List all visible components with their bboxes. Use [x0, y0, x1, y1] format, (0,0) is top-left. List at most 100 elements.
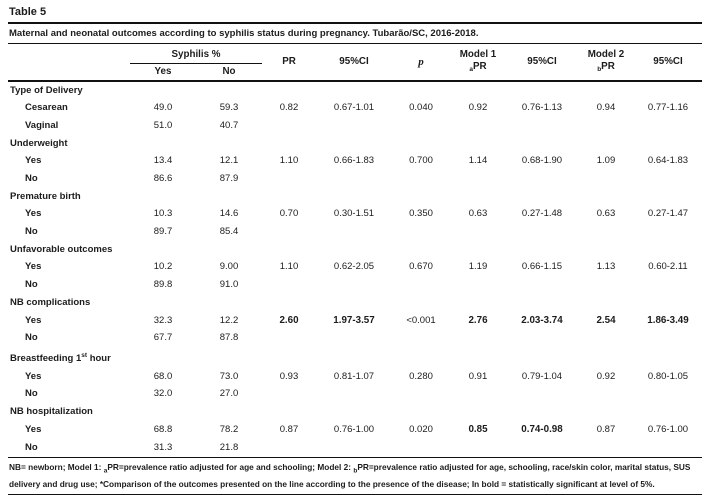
- value-cell: 2.60: [279, 314, 299, 326]
- group-row: Breastfeeding 1st hour: [8, 347, 702, 368]
- value-cell: 0.74-0.98: [521, 423, 563, 435]
- value-cell: [262, 117, 316, 135]
- value-cell: 32.0: [153, 388, 173, 400]
- no-subheader: No: [222, 66, 236, 77]
- value-cell: 10.2: [153, 261, 173, 273]
- value-cell: [506, 170, 578, 188]
- value-cell: 0.92: [596, 370, 616, 382]
- value-cell: 0.64-1.83: [647, 155, 689, 167]
- row-label: Yes: [25, 261, 42, 273]
- value-cell: [392, 117, 450, 135]
- value-cell: 0.76-1.00: [333, 423, 375, 435]
- value-cell: 0.68-1.90: [521, 155, 563, 167]
- value-cell: 13.4: [153, 155, 173, 167]
- value-cell: [450, 330, 506, 348]
- data-row: Vaginal 51.0 40.7: [8, 117, 702, 135]
- value-cell: 0.76-1.00: [647, 423, 689, 435]
- value-cell: 9.00: [219, 261, 239, 273]
- value-cell: 0.80-1.05: [647, 370, 689, 382]
- value-cell: [506, 117, 578, 135]
- value-cell: [316, 330, 392, 348]
- row-label: Cesarean: [25, 102, 68, 114]
- value-cell: [634, 117, 702, 135]
- value-cell: [316, 170, 392, 188]
- value-cell: [578, 439, 634, 457]
- data-row: Yes 68.0 73.0 0.93 0.81-1.07 0.280 0.91 0.79-1.…: [8, 368, 702, 386]
- value-cell: 12.1: [219, 155, 239, 167]
- value-cell: [262, 439, 316, 457]
- value-cell: 0.700: [409, 155, 433, 167]
- value-cell: 73.0: [219, 370, 239, 382]
- value-cell: 0.70: [279, 208, 299, 220]
- table-body: Type of Delivery Cesarean 49.0 59.3 0.82 0.67…: [8, 81, 702, 457]
- table-header: Syphilis % PR 95%CI p Model 1 aPR 95%CI …: [8, 44, 702, 81]
- value-cell: <0.001: [406, 314, 436, 326]
- value-cell: [506, 224, 578, 242]
- value-cell: 0.350: [409, 208, 433, 220]
- value-cell: 87.9: [219, 173, 239, 185]
- value-cell: 40.7: [219, 119, 239, 131]
- value-cell: [392, 386, 450, 404]
- row-label: No: [25, 388, 38, 400]
- value-cell: 0.280: [409, 370, 433, 382]
- table-label: Table 5: [8, 3, 702, 24]
- row-label: Breastfeeding 1st hour: [10, 351, 111, 365]
- row-label: NB hospitalization: [10, 406, 93, 418]
- model2-subscript: b: [597, 65, 602, 73]
- model2-header: Model 2 bPR: [587, 48, 625, 73]
- row-label: Vaginal: [25, 119, 59, 131]
- value-cell: [262, 224, 316, 242]
- model1-header: Model 1 aPR: [459, 48, 497, 73]
- group-row: Premature birth: [8, 188, 702, 206]
- value-cell: [450, 117, 506, 135]
- group-row: NB hospitalization: [8, 404, 702, 422]
- value-cell: [262, 170, 316, 188]
- value-cell: 1.97-3.57: [333, 314, 375, 326]
- value-cell: 1.09: [596, 155, 616, 167]
- ci-header-1: 95%CI: [339, 56, 369, 67]
- value-cell: 31.3: [153, 441, 173, 453]
- model1-subscript: a: [469, 65, 473, 73]
- value-cell: [450, 277, 506, 295]
- value-cell: [316, 117, 392, 135]
- value-cell: [262, 330, 316, 348]
- group-row: Unfavorable outcomes: [8, 241, 702, 259]
- value-cell: 1.13: [596, 261, 616, 273]
- value-cell: 2.03-3.74: [521, 314, 563, 326]
- row-label: No: [25, 226, 38, 238]
- value-cell: 0.66-1.15: [521, 261, 563, 273]
- value-cell: 89.8: [153, 279, 173, 291]
- value-cell: 0.27-1.48: [521, 208, 563, 220]
- data-row: No 89.8 91.0: [8, 277, 702, 295]
- value-cell: 0.60-2.11: [648, 261, 688, 273]
- data-row: Yes 13.4 12.1 1.10 0.66-1.83 0.700 1.14 0.68-1.…: [8, 153, 702, 171]
- value-cell: 0.92: [468, 102, 488, 114]
- value-cell: [634, 330, 702, 348]
- group-row: NB complications: [8, 294, 702, 312]
- row-label: Underweight: [10, 137, 68, 149]
- value-cell: [392, 330, 450, 348]
- row-label: Yes: [25, 314, 42, 326]
- yes-subheader: Yes: [154, 66, 172, 77]
- value-cell: [450, 386, 506, 404]
- value-cell: 0.62-2.05: [333, 261, 375, 273]
- data-row: No 89.7 85.4: [8, 224, 702, 242]
- value-cell: 89.7: [153, 226, 173, 238]
- value-cell: 0.87: [596, 423, 616, 435]
- row-label: Type of Delivery: [10, 84, 83, 96]
- value-cell: [392, 170, 450, 188]
- value-cell: 0.66-1.83: [333, 155, 375, 167]
- data-row: No 32.0 27.0: [8, 386, 702, 404]
- value-cell: 91.0: [219, 279, 239, 291]
- value-cell: 0.63: [596, 208, 616, 220]
- value-cell: 12.2: [219, 314, 239, 326]
- value-cell: [392, 439, 450, 457]
- row-label: No: [25, 173, 38, 185]
- syphilis-group-header: Syphilis %: [130, 44, 262, 64]
- value-cell: 1.14: [468, 155, 488, 167]
- group-row: Underweight: [8, 135, 702, 153]
- value-cell: 1.10: [279, 261, 299, 273]
- value-cell: [262, 277, 316, 295]
- ci-header-3: 95%CI: [653, 56, 683, 67]
